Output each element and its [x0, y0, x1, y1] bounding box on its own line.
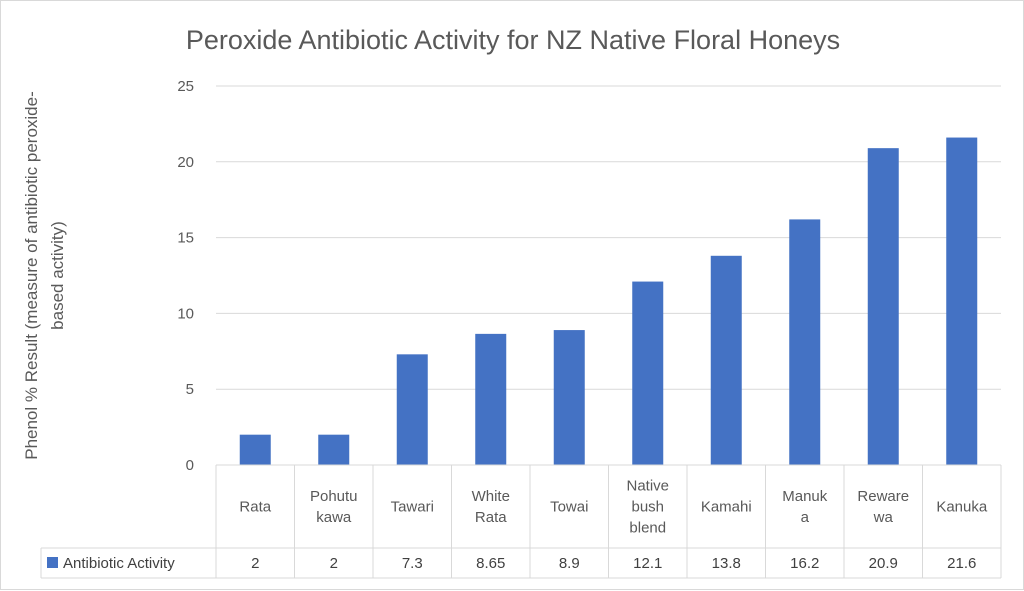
x-tick-label: Rata: [475, 509, 507, 526]
x-tick-label: Kanuka: [936, 499, 988, 516]
y-tick-label: 5: [186, 381, 194, 398]
data-label: 13.8: [712, 555, 741, 572]
x-tick-label: Tawari: [391, 499, 434, 516]
data-label: 20.9: [869, 555, 898, 572]
bar: [789, 219, 821, 465]
data-label: 8.65: [476, 555, 505, 572]
data-label: 21.6: [947, 555, 976, 572]
data-label: 8.9: [559, 555, 580, 572]
bar: [318, 434, 350, 465]
x-tick-label: Rata: [239, 499, 271, 516]
bars: [239, 137, 978, 465]
bar: [553, 330, 585, 465]
y-tick-label: 15: [177, 230, 194, 247]
x-tick-label: Kamahi: [701, 499, 752, 516]
x-tick-label: bush: [631, 499, 664, 516]
x-tick-label: Reware: [857, 488, 909, 505]
y-tick-label: 20: [177, 154, 194, 171]
bar: [867, 148, 899, 465]
legend-label: Antibiotic Activity: [63, 555, 175, 572]
data-label: 7.3: [402, 555, 423, 572]
y-axis-title: Phenol % Result (measure of antibiotic p…: [22, 91, 67, 460]
x-tick-label: Manuk: [782, 488, 828, 505]
data-label: 12.1: [633, 555, 662, 572]
y-axis-ticks: 0 5 10 15 20 25: [177, 78, 194, 474]
legend-swatch: [47, 557, 58, 568]
bar: [396, 354, 428, 465]
y-tick-label: 0: [186, 457, 194, 474]
y-axis-title-line: based activity): [48, 221, 67, 330]
x-tick-label: blend: [629, 520, 666, 537]
x-tick-label: Native: [626, 478, 669, 495]
x-tick-label: Towai: [550, 499, 588, 516]
data-table: Rata Pohutu kawa Tawari White Rata Towai Native…: [40, 464, 1002, 579]
x-tick-label: wa: [873, 509, 894, 526]
data-label: 2: [251, 555, 259, 572]
data-label: 16.2: [790, 555, 819, 572]
y-axis-title-line: Phenol % Result (measure of antibiotic p…: [22, 91, 41, 460]
data-label: 2: [330, 555, 338, 572]
x-tick-label: Pohutu: [310, 488, 358, 505]
y-tick-label: 25: [177, 78, 194, 95]
bar: [946, 137, 978, 465]
bar: [710, 255, 742, 465]
x-tick-label: White: [472, 488, 510, 505]
bar: [475, 333, 507, 465]
y-tick-label: 10: [177, 305, 194, 322]
chart-title: Peroxide Antibiotic Activity for NZ Nati…: [186, 25, 840, 55]
x-tick-label: a: [801, 509, 810, 526]
bar: [632, 281, 664, 465]
bar: [239, 434, 271, 465]
x-tick-label: kawa: [316, 509, 352, 526]
